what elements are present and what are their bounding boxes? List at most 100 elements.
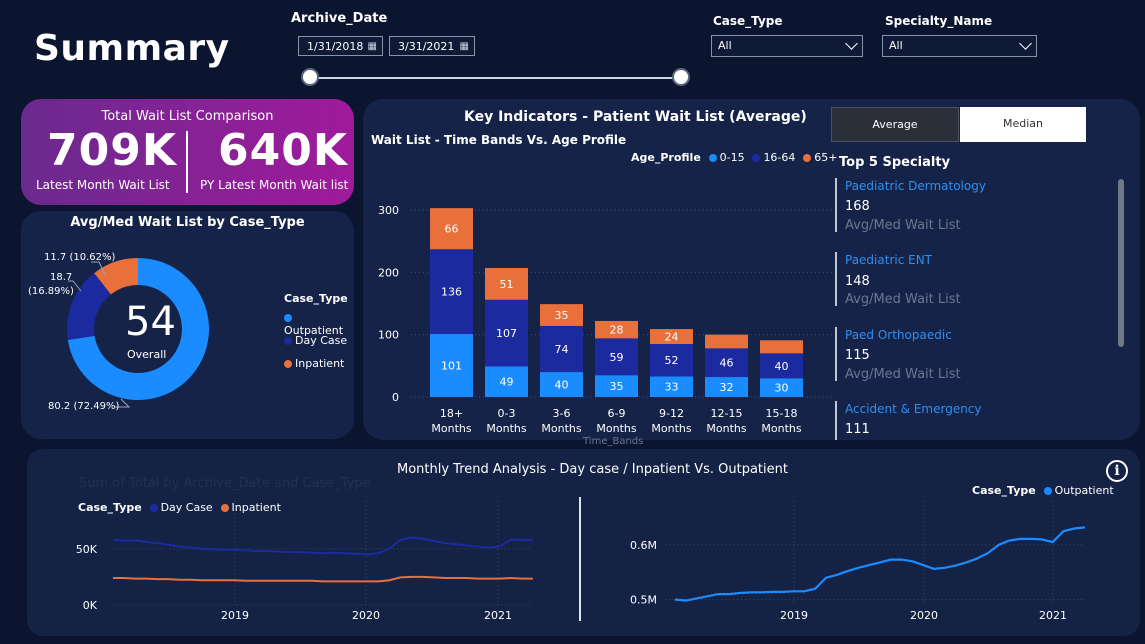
bar-data-label: 107 [496, 327, 517, 340]
bar-data-label: 101 [441, 360, 462, 373]
legend-item-inpatient[interactable]: Inpatient [284, 357, 344, 370]
donut-slice-inpatient[interactable] [94, 258, 138, 295]
x-axis-title: Time_Bands [583, 436, 644, 447]
legend-inpatient: Inpatient [231, 501, 281, 514]
legend-outpatient: Outpatient [1054, 484, 1114, 497]
start-date-input[interactable]: 1/31/2018 ▦ [298, 36, 383, 56]
donut-chart-title: Avg/Med Wait List by Case_Type [70, 215, 305, 230]
bar-data-label: 49 [500, 376, 514, 389]
bar-segment-16-64[interactable] [540, 325, 583, 373]
bar-segment-0-15[interactable] [430, 334, 473, 397]
bar-data-label: 52 [665, 354, 679, 367]
calendar-icon[interactable]: ▦ [367, 41, 377, 52]
age-65-plus-dot-icon [803, 154, 812, 162]
outpatient-leader-line [115, 398, 131, 408]
legend-label: Day Case [295, 334, 348, 347]
inpatient-dot-icon [220, 504, 229, 512]
specialty-selected: All [889, 39, 903, 52]
legend-item-outpatient[interactable]: Outpatient [284, 311, 354, 337]
specialty-filter-label: Specialty_Name [885, 14, 993, 28]
bar-segment-0-15[interactable] [705, 377, 748, 397]
bar-segment-16-64[interactable] [650, 344, 693, 377]
x-tick-label: 18+ [440, 407, 463, 420]
daycase-leader-line [68, 280, 82, 292]
bar-segment-16-64[interactable] [760, 353, 803, 379]
bar-data-label: 59 [610, 351, 624, 364]
date-slider-start-handle[interactable] [301, 68, 319, 86]
x-tick-label: Months [651, 422, 691, 435]
donut-slice-outpatient[interactable] [67, 258, 209, 400]
bar-segment-65+[interactable] [760, 340, 803, 354]
specialty-name[interactable]: Accident & Emergency [845, 402, 982, 416]
faded-subtitle: Sum of Total by Archive_Date and Case_Ty… [79, 476, 371, 491]
x-tick-label: 2020 [910, 609, 938, 622]
donut-slice-day-case[interactable] [67, 273, 111, 341]
legend-age-0-15: 0-15 [719, 151, 745, 164]
legend-item-daycase[interactable]: Day Case [284, 334, 347, 347]
bar-segment-65+[interactable] [540, 304, 583, 326]
bar-segment-0-15[interactable] [595, 375, 638, 397]
trend-divider [579, 497, 581, 621]
bar-segment-0-15[interactable] [540, 372, 583, 397]
specialty-accent-bar [835, 401, 837, 440]
x-tick-label: 0-3 [498, 407, 516, 420]
average-toggle-button[interactable]: Average [831, 107, 959, 142]
donut-chart [67, 258, 209, 408]
bar-segment-16-64[interactable] [595, 338, 638, 376]
specialty-name[interactable]: Paediatric Dermatology [845, 179, 986, 193]
bar-segment-16-64[interactable] [705, 348, 748, 378]
specialty-value: 111 [845, 422, 870, 437]
bar-data-label: 35 [555, 309, 569, 322]
median-toggle-button[interactable]: Median [960, 107, 1086, 142]
y-tick-label: 0.6M [630, 539, 657, 552]
bar-segment-65+[interactable] [485, 267, 528, 300]
x-tick-label: 2019 [221, 609, 249, 622]
bar-segment-16-64[interactable] [430, 249, 473, 335]
x-tick-label: Months [596, 422, 636, 435]
specialty-name[interactable]: Paediatric ENT [845, 253, 933, 267]
end-date-input[interactable]: 3/31/2021 ▦ [389, 36, 475, 56]
case-type-selected: All [718, 39, 732, 52]
specialty-sub-label: Avg/Med Wait List [845, 218, 961, 233]
bar-data-label: 74 [555, 343, 569, 356]
case-type-dropdown[interactable]: All [711, 35, 863, 57]
kpi-divider [186, 131, 188, 193]
top5-scrollbar[interactable] [1118, 179, 1124, 347]
bar-segment-16-64[interactable] [485, 299, 528, 367]
x-tick-label: 3-6 [553, 407, 571, 420]
bar-segment-0-15[interactable] [485, 366, 528, 397]
legend-title: Case_Type [78, 501, 142, 514]
date-slider-end-handle[interactable] [672, 68, 690, 86]
start-date-value: 1/31/2018 [307, 40, 364, 53]
legend-age-65-plus: 65+ [814, 151, 838, 164]
latest-month-wait-list-label: Latest Month Wait List [36, 178, 170, 192]
case-type-donut-card: Avg/Med Wait List by Case_Type 54 Overal… [21, 211, 354, 439]
monthly-trend-card: Monthly Trend Analysis - Day case / Inpa… [27, 449, 1140, 636]
bar-segment-65+[interactable] [705, 334, 748, 349]
x-tick-label: 9-12 [659, 407, 684, 420]
calendar-icon[interactable]: ▦ [459, 41, 469, 52]
specialty-name[interactable]: Paed Orthopaedic [845, 328, 952, 342]
bar-data-label: 66 [445, 223, 459, 236]
bar-segment-0-15[interactable] [650, 376, 693, 397]
info-icon[interactable]: i [1106, 460, 1128, 482]
bar-segment-65+[interactable] [595, 320, 638, 339]
bar-segment-0-15[interactable] [760, 378, 803, 397]
bar-segment-65+[interactable] [430, 208, 473, 250]
daycase-dot-icon [149, 504, 158, 512]
bar-segment-65+[interactable] [650, 329, 693, 345]
py-latest-month-wait-list-label: PY Latest Month Wait list [200, 178, 349, 192]
key-indicators-card: Key Indicators - Patient Wait List (Aver… [363, 99, 1140, 447]
trend-line-charts: 50K 0K 2019 2020 2021 0.6M 0.5M 2019 2020 2021 [76, 501, 1086, 622]
x-tick-label: Months [486, 422, 526, 435]
y-tick-label: 0 [392, 391, 399, 404]
right-trend-legend: Case_Type Outpatient [972, 484, 1114, 497]
age-0-15-dot-icon [708, 154, 717, 162]
case-type-filter-label: Case_Type [713, 14, 783, 28]
date-range-slider-track[interactable] [310, 77, 682, 79]
end-date-value: 3/31/2021 [398, 40, 455, 53]
key-indicators-title: Key Indicators - Patient Wait List (Aver… [464, 109, 807, 125]
x-tick-label: 12-15 [711, 407, 743, 420]
specialty-dropdown[interactable]: All [882, 35, 1037, 57]
x-tick-label: 2021 [484, 609, 512, 622]
